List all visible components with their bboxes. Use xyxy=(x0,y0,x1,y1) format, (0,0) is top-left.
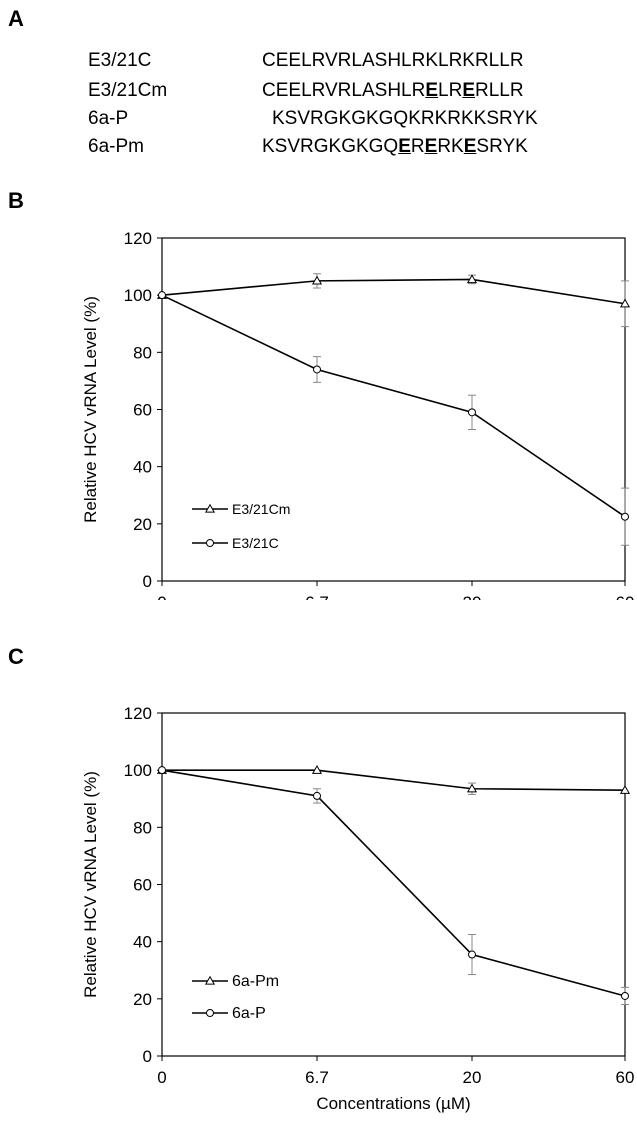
residue-run: RK xyxy=(437,136,464,157)
y-tick-label: 0 xyxy=(143,572,152,591)
mutated-residue: E xyxy=(398,136,411,157)
legend-marker xyxy=(204,975,216,985)
y-tick-label: 60 xyxy=(133,876,152,895)
data-point xyxy=(158,291,166,300)
legend-label: E3/21Cm xyxy=(232,501,290,517)
y-tick-label: 120 xyxy=(124,229,152,248)
residue-run: KSVRGKGKGQKRKRKKSRYK xyxy=(272,108,538,129)
sequence-name: 6a-P xyxy=(88,108,129,129)
y-tick-label: 80 xyxy=(133,343,152,362)
legend-label: E3/21C xyxy=(232,535,279,551)
residue-run: SRYK xyxy=(476,136,528,157)
x-tick-label: 20 xyxy=(463,593,482,600)
legend-marker xyxy=(206,1009,214,1017)
y-tick-label: 0 xyxy=(143,1047,152,1066)
y-tick-label: 20 xyxy=(133,515,152,534)
residue-run: CEELRVRLASHLRKLRKRLLR xyxy=(262,50,524,71)
series-line xyxy=(161,294,626,518)
data-point xyxy=(313,791,321,800)
sequence-text: CEELRVRLASHLRKLRKRLLR xyxy=(262,50,524,72)
x-tick-label: 60 xyxy=(616,1068,635,1087)
data-point xyxy=(468,950,476,959)
data-point xyxy=(466,783,478,793)
y-tick-label: 60 xyxy=(133,401,152,420)
sequence-text: KSVRGKGKGQERERKESRYK xyxy=(262,136,528,158)
x-tick-label: 6.7 xyxy=(305,1068,329,1087)
x-tick-label: 60 xyxy=(616,593,635,600)
data-point xyxy=(468,408,476,417)
sequence-text: CEELRVRLASHLRELRERLLR xyxy=(262,80,524,102)
x-tick-label: 0 xyxy=(157,593,166,600)
x-tick-label: 20 xyxy=(463,1068,482,1087)
residue-run: RLLR xyxy=(475,80,524,101)
mutated-residue: E xyxy=(425,80,439,101)
panel-b-letter: B xyxy=(8,188,24,213)
sequence-name: E3/21C xyxy=(88,50,152,71)
data-point xyxy=(466,274,478,284)
data-point xyxy=(313,365,321,374)
mutated-residue: E xyxy=(424,136,438,157)
x-tick-label: 6.7 xyxy=(305,593,329,600)
data-point xyxy=(621,991,629,1000)
y-tick-label: 80 xyxy=(133,818,152,837)
x-tick-label: 0 xyxy=(157,1068,166,1087)
residue-run: CEELRVRLASHLR xyxy=(262,80,426,101)
data-point xyxy=(311,764,323,774)
legend-label: 6a-P xyxy=(232,1005,266,1022)
y-axis-label: Relative HCV vRNA Level (%) xyxy=(81,296,100,523)
y-tick-label: 100 xyxy=(124,286,152,305)
mutated-residue: E xyxy=(462,80,475,101)
panel-c-letter: C xyxy=(8,644,24,669)
y-tick-label: 100 xyxy=(124,761,152,780)
residue-run: R xyxy=(410,136,425,157)
series-line xyxy=(161,278,626,305)
legend-marker xyxy=(206,539,214,547)
legend-label: 6a-Pm xyxy=(232,973,279,990)
series-line xyxy=(162,769,626,791)
chart-c: 0 20 40 60 80 100 120 0 6.7 20 60 Concentrations (µ… xyxy=(81,704,635,1113)
sequence-text: KSVRGKGKGQKRKRKKSRYK xyxy=(272,108,538,130)
data-point xyxy=(158,766,166,775)
y-tick-label: 40 xyxy=(133,933,152,952)
panel-a-letter: A xyxy=(8,6,24,31)
y-tick-label: 120 xyxy=(124,704,152,723)
sequence-name: E3/21Cm xyxy=(88,80,168,101)
sequence-name: 6a-Pm xyxy=(88,136,144,157)
legend-marker xyxy=(204,503,216,513)
mutated-residue: E xyxy=(463,136,477,157)
y-axis-label: Relative HCV vRNA Level (%) xyxy=(81,771,100,998)
panel-a: A E3/21C CEELRVRLASHLRKLRKRLLR E3/21Cm C… xyxy=(0,0,637,180)
y-tick-label: 20 xyxy=(133,990,152,1009)
data-point xyxy=(311,275,323,285)
residue-run: KSVRGKGKGQ xyxy=(262,136,399,157)
data-point xyxy=(621,512,629,521)
series-line xyxy=(161,769,626,997)
data-point xyxy=(619,298,631,308)
residue-run: LR xyxy=(438,80,463,101)
data-point xyxy=(619,784,631,794)
y-tick-label: 40 xyxy=(133,458,152,477)
x-axis-label: Concentrations (µM) xyxy=(316,1094,470,1113)
